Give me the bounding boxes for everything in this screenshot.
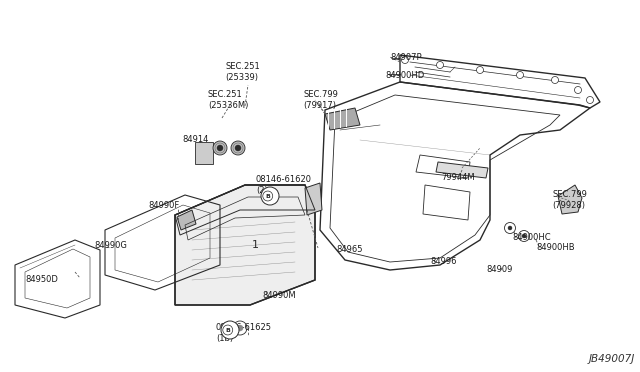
Text: SEC.799
(79917): SEC.799 (79917) bbox=[303, 90, 338, 110]
Circle shape bbox=[231, 141, 245, 155]
Text: 84990F: 84990F bbox=[148, 202, 179, 211]
Circle shape bbox=[213, 141, 227, 155]
Text: 84914: 84914 bbox=[182, 135, 209, 144]
Circle shape bbox=[217, 145, 223, 151]
Text: SEC.251
(25339): SEC.251 (25339) bbox=[225, 62, 260, 82]
Text: SEC.251
(25336M): SEC.251 (25336M) bbox=[208, 90, 248, 110]
Polygon shape bbox=[305, 183, 322, 215]
Text: 84900HC: 84900HC bbox=[512, 234, 550, 243]
Circle shape bbox=[516, 71, 524, 78]
Circle shape bbox=[237, 325, 243, 331]
Circle shape bbox=[477, 67, 483, 74]
Circle shape bbox=[223, 325, 233, 335]
Circle shape bbox=[233, 321, 247, 335]
Text: 79944M: 79944M bbox=[441, 173, 475, 183]
Text: 84990G: 84990G bbox=[94, 241, 127, 250]
Circle shape bbox=[508, 226, 512, 230]
Circle shape bbox=[401, 57, 408, 64]
Circle shape bbox=[263, 191, 273, 201]
Text: 84950D: 84950D bbox=[25, 276, 58, 285]
Circle shape bbox=[575, 87, 582, 93]
Circle shape bbox=[552, 77, 559, 83]
Text: B: B bbox=[225, 327, 230, 333]
Circle shape bbox=[436, 61, 444, 68]
Polygon shape bbox=[175, 185, 315, 305]
Text: 84909: 84909 bbox=[487, 266, 513, 275]
Polygon shape bbox=[325, 108, 360, 130]
Text: JB49007J: JB49007J bbox=[589, 354, 635, 364]
Circle shape bbox=[522, 234, 526, 238]
Circle shape bbox=[504, 222, 515, 234]
Polygon shape bbox=[558, 185, 582, 214]
Text: 84900HD: 84900HD bbox=[385, 71, 424, 80]
Text: 08146-61620
(2): 08146-61620 (2) bbox=[256, 175, 312, 195]
Text: 84965: 84965 bbox=[336, 246, 362, 254]
Circle shape bbox=[518, 231, 529, 241]
Circle shape bbox=[235, 145, 241, 151]
Text: 84907P: 84907P bbox=[390, 52, 422, 61]
Text: 84900HB: 84900HB bbox=[536, 244, 575, 253]
Text: B: B bbox=[266, 193, 270, 199]
Polygon shape bbox=[436, 162, 488, 178]
Text: 84990M: 84990M bbox=[262, 291, 296, 299]
Text: SEC.799
(79928): SEC.799 (79928) bbox=[552, 190, 588, 210]
Circle shape bbox=[221, 321, 239, 339]
Text: 08146-61625
(1b): 08146-61625 (1b) bbox=[216, 323, 272, 343]
Circle shape bbox=[261, 187, 279, 205]
Text: 84996: 84996 bbox=[430, 257, 456, 266]
Text: 1: 1 bbox=[252, 240, 259, 250]
Polygon shape bbox=[177, 210, 196, 230]
Circle shape bbox=[586, 96, 593, 103]
Bar bbox=[195, 142, 213, 164]
